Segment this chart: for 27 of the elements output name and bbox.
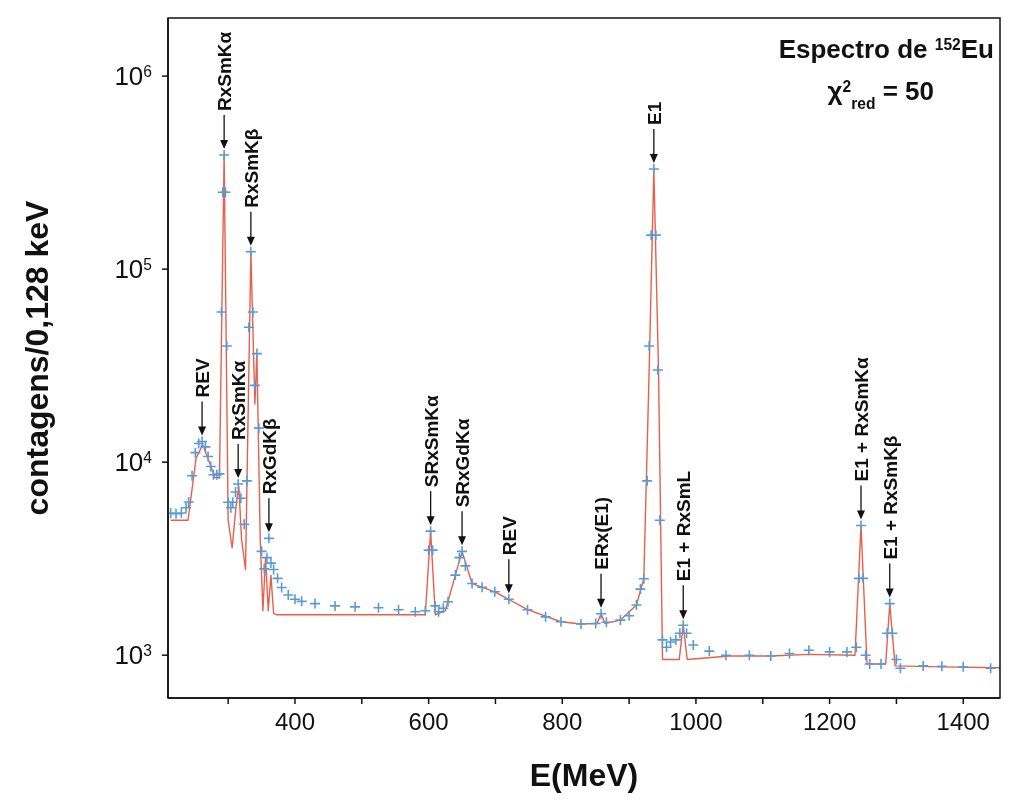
- y-tick-label: 10$^{5}$: [114, 254, 153, 285]
- annotation: Espectro de $^{152}$Eu: [778, 34, 994, 64]
- annotation: χ$^{2}$$_{red}$ = 50: [827, 76, 934, 112]
- y-axis-title: contagens/0,128 keV: [19, 199, 55, 516]
- x-tick-label: 800: [542, 708, 583, 735]
- annotation: RxSmKα: [214, 31, 236, 112]
- annotation: ERx(E1): [591, 496, 613, 570]
- x-tick-label: 1200: [802, 708, 857, 735]
- y-tick-label: 10$^{4}$: [114, 447, 153, 478]
- annotation: E1 + RxSmL: [673, 470, 695, 582]
- y-tick-label: 10$^{6}$: [114, 61, 152, 92]
- x-axis-title: E(MeV): [529, 757, 639, 793]
- x-tick-label: 1000: [669, 708, 723, 735]
- annotation: REV: [498, 515, 520, 556]
- x-tick-label: 1400: [936, 708, 990, 735]
- annotation: SRxSmKα: [420, 394, 442, 488]
- annotation: E1: [643, 101, 665, 126]
- annotation: RxSmKβ: [240, 128, 262, 208]
- annotation: RxSmKα: [228, 360, 250, 441]
- annotation: REV: [192, 358, 214, 398]
- y-tick-label: 10$^{3}$: [114, 640, 152, 671]
- annotation: RxGdKβ: [258, 418, 280, 495]
- annotation: E1 + RxSmKβ: [879, 435, 901, 560]
- annotation: SRxGdKα: [452, 418, 474, 508]
- x-tick-label: 400: [274, 708, 315, 735]
- annotation: E1 + RxSmKα: [851, 356, 872, 482]
- x-tick-label: 600: [408, 708, 449, 735]
